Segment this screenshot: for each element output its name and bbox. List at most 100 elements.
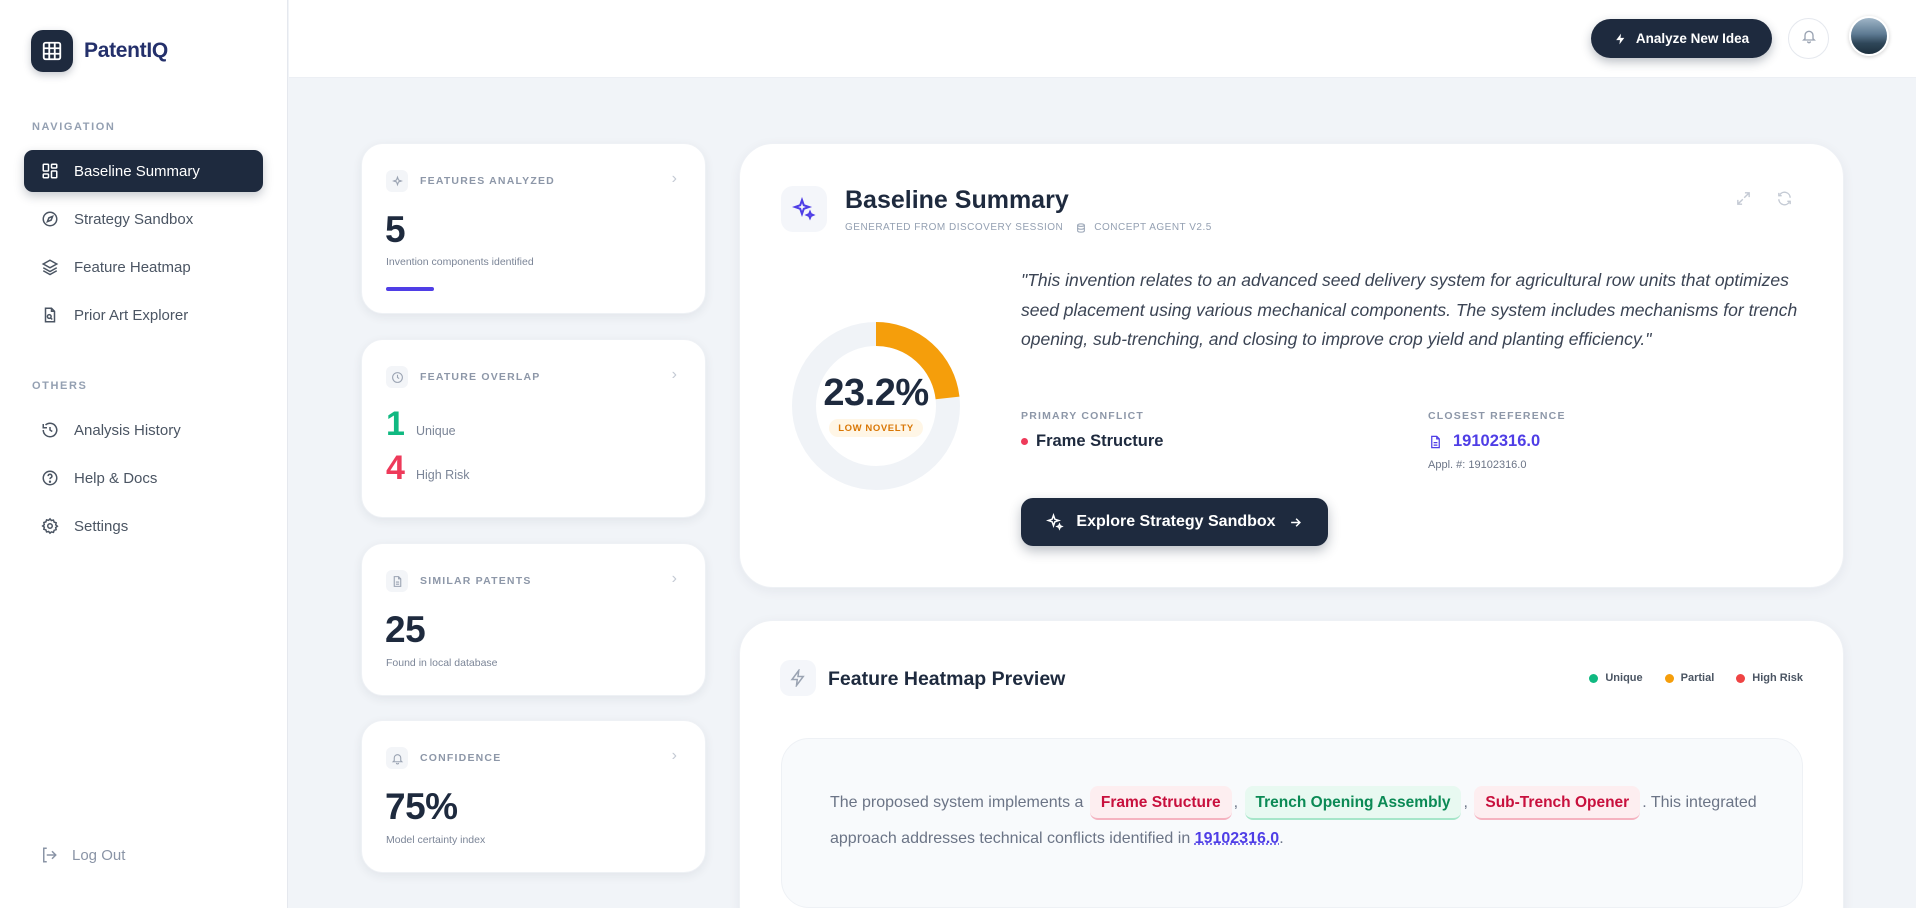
heatmap-reference-link[interactable]: 19102316.0 [1194,830,1280,847]
grid-icon [31,30,73,72]
legend-label: Unique [1605,672,1643,684]
sidebar-item-label: Baseline Summary [74,162,200,180]
expand-button[interactable] [1735,190,1752,212]
overlap-risk-row: 4 High Risk [386,449,470,488]
sidebar-item-feature-heatmap[interactable]: Feature Heatmap [24,246,263,288]
novelty-gauge [792,322,960,490]
bolt-icon [1614,32,1627,46]
stat-sub: Found in local database [386,657,498,669]
gear-icon [40,516,60,536]
heatmap-text-suffix: . [1279,830,1284,847]
stat-accent-bar [386,287,434,291]
risk-label: High Risk [416,468,470,482]
sidebar-item-settings[interactable]: Settings [24,505,263,547]
explore-strategy-sandbox-button[interactable]: Explore Strategy Sandbox [1021,498,1328,546]
arrow-right-icon [1288,515,1303,530]
legend-label: Partial [1680,672,1715,684]
stat-label: CONFIDENCE [420,752,502,764]
unique-label: Unique [416,424,456,438]
overlap-unique-row: 1 Unique [386,405,456,444]
closest-reference-sub: Appl. #: 19102316.0 [1428,459,1527,471]
stat-sub: Model certainty index [386,834,486,846]
sidebar: PatentIQ NAVIGATION Baseline Summary Str… [0,0,288,908]
document-icon [1428,434,1443,450]
sidebar-item-label: Analysis History [74,421,181,439]
feature-heatmap-card: Feature Heatmap Preview Unique Partial H… [739,620,1844,908]
brand-name: PatentIQ [84,39,168,62]
avatar[interactable] [1849,16,1889,56]
sparkle-icon [781,186,827,232]
legend-item-partial: Partial [1664,672,1715,684]
layers-icon [40,257,60,277]
heatmap-preview-box: The proposed system implements a Frame S… [781,738,1803,908]
logout-label: Log Out [72,846,126,864]
stat-label: FEATURES ANALYZED [420,175,555,187]
dashboard-icon [40,161,60,181]
refresh-icon [1776,190,1793,212]
file-search-icon [40,305,60,325]
expand-icon [1735,190,1752,212]
history-icon [40,420,60,440]
logout-icon [40,845,60,865]
legend-item-high-risk: High Risk [1736,672,1803,684]
sparkle-icon [1046,513,1065,531]
analyze-label: Analyze New Idea [1635,31,1750,46]
stat-card-confidence[interactable]: CONFIDENCE › 75% Model certainty index [361,720,706,873]
page-title: Baseline Summary [845,186,1069,214]
feature-chip-trench-opening-assembly[interactable]: Trench Opening Assembly [1244,786,1462,820]
bolt-icon [780,660,816,696]
stat-card-similar-patents[interactable]: SIMILAR PATENTS › 25 Found in local data… [361,543,706,696]
chevron-right-icon: › [671,747,677,764]
sidebar-item-help-docs[interactable]: Help & Docs [24,457,263,499]
sidebar-item-label: Settings [74,517,129,535]
legend-dot [1664,673,1674,683]
sidebar-item-analysis-history[interactable]: Analysis History [24,409,263,451]
heatmap-text-prefix: The proposed system implements a [830,794,1084,811]
sidebar-item-label: Strategy Sandbox [74,210,194,228]
meta-source: GENERATED FROM DISCOVERY SESSION [845,222,1064,233]
feature-chip-sub-trench-opener[interactable]: Sub-Trench Opener [1474,786,1641,820]
stat-value: 5 [385,209,406,250]
logout-button[interactable]: Log Out [40,845,125,865]
stat-card-feature-overlap[interactable]: FEATURE OVERLAP › 1 Unique 4 High Risk [361,339,706,518]
clock-icon [386,366,408,388]
stat-card-features-analyzed[interactable]: FEATURES ANALYZED › 5 Invention componen… [361,143,706,314]
sidebar-item-label: Help & Docs [74,469,158,487]
legend-label: High Risk [1752,672,1803,684]
notifications-button[interactable] [1788,18,1829,59]
help-icon [40,468,60,488]
baseline-summary-card: Baseline Summary GENERATED FROM DISCOVER… [739,143,1844,588]
gauge-arc [792,322,960,490]
heatmap-title: Feature Heatmap Preview [828,668,1066,690]
stat-label: FEATURE OVERLAP [420,371,541,383]
feature-chip-frame-structure[interactable]: Frame Structure [1089,786,1232,820]
nav-section-label: NAVIGATION [32,121,116,133]
sidebar-item-baseline-summary[interactable]: Baseline Summary [24,150,263,192]
chevron-right-icon: › [671,366,677,383]
unique-count: 1 [386,405,405,443]
stat-value: 25 [385,609,426,650]
baseline-meta: GENERATED FROM DISCOVERY SESSION CONCEPT… [845,222,1212,233]
stat-sub: Invention components identified [386,256,534,268]
closest-reference-link[interactable]: 19102316.0 [1428,432,1540,451]
sidebar-item-strategy-sandbox[interactable]: Strategy Sandbox [24,198,263,240]
refresh-button[interactable] [1776,190,1793,212]
sidebar-item-label: Prior Art Explorer [74,306,189,324]
closest-reference-value: 19102316.0 [1453,432,1541,450]
primary-conflict-value: Frame Structure [1036,432,1164,450]
heatmap-text: The proposed system implements a Frame S… [830,785,1770,857]
document-icon [386,570,408,592]
analyze-new-idea-button[interactable]: Analyze New Idea [1591,19,1772,58]
legend-dot [1736,673,1746,683]
sparkle-icon [386,170,408,192]
legend-dot [1589,673,1599,683]
stat-label: SIMILAR PATENTS [420,575,532,587]
chevron-right-icon: › [671,570,677,587]
explore-label: Explore Strategy Sandbox [1076,513,1276,530]
risk-count: 4 [386,449,405,487]
others-section-label: OTHERS [32,380,88,392]
closest-reference-label: CLOSEST REFERENCE [1428,410,1566,422]
brand[interactable]: PatentIQ [31,30,168,72]
sidebar-item-prior-art-explorer[interactable]: Prior Art Explorer [24,294,263,336]
novelty-badge: LOW NOVELTY [829,419,923,437]
